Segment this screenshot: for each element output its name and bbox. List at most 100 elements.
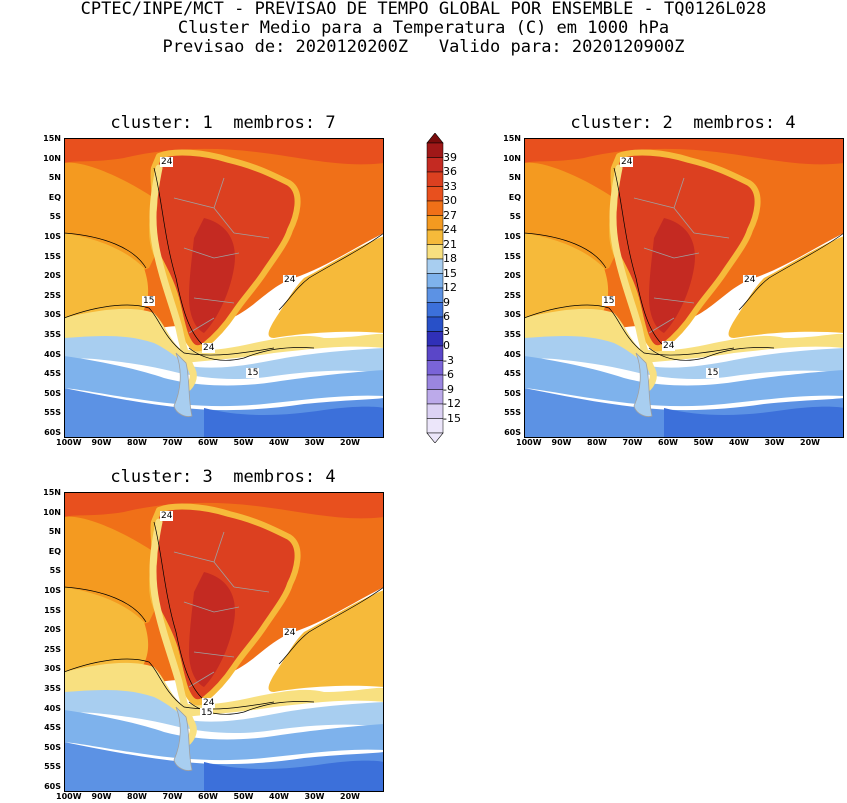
colorbar-top-arrow — [426, 133, 444, 144]
contour-label: 15 — [246, 368, 260, 378]
lat-tick-label: 40S — [504, 349, 521, 359]
lat-tick-label: 5N — [48, 527, 61, 537]
colorbar-level-label: 3 — [443, 324, 450, 338]
lat-tick-label: 45S — [504, 369, 521, 379]
lon-tick-label: 60W — [198, 792, 218, 801]
panel-2-title: cluster: 2 membros: 4 — [570, 113, 796, 133]
contour-line — [524, 304, 735, 356]
header-line-3: Previsao de: 2020120200Z Valido para: 20… — [162, 37, 685, 57]
lat-tick-label: 40S — [44, 349, 61, 359]
colorbar-level-label: 6 — [443, 310, 450, 323]
lon-tick-label: 50W — [233, 792, 254, 801]
colorbar-swatch — [426, 229, 444, 245]
lat-tick-label: 20S — [44, 271, 61, 281]
andes-strip — [149, 518, 197, 748]
lon-tick-label: 20W — [800, 438, 820, 447]
colorbar-level-label: 15 — [443, 266, 457, 280]
colorbar-swatch — [426, 186, 444, 202]
map-panel-cluster-1: 24 24 15 24 15 15N 10N 5N EQ 5S 10S 15S 20S 25S 30S 35S… — [43, 135, 384, 447]
contour-label: 24 — [202, 698, 216, 708]
lon-tick-label: 80W — [127, 438, 147, 447]
colorbar-swatch — [426, 200, 444, 216]
lon-tick-label: 30W — [304, 792, 325, 801]
lon-tick-label: 40W — [729, 438, 749, 447]
country-border — [643, 247, 700, 259]
lon-tick-label: 30W — [304, 438, 325, 447]
contour-line — [153, 167, 205, 347]
colorbar-bottom-arrow — [426, 432, 444, 443]
lon-tick-label: 40W — [269, 792, 289, 801]
colorbar-swatch — [426, 389, 444, 405]
lon-tick-label: 60W — [658, 438, 678, 447]
lat-tick-label: 30S — [44, 664, 61, 674]
colorbar-swatch — [426, 403, 444, 419]
contour-label: 24 — [743, 275, 757, 285]
lat-tick-label: 5S — [49, 212, 61, 222]
colorbar-swatch — [426, 244, 444, 260]
patagonia — [633, 352, 653, 417]
lat-tick-label: 5N — [48, 173, 61, 183]
contour-line — [738, 232, 844, 311]
contour-line — [64, 586, 147, 623]
temperature-band — [524, 356, 844, 407]
lat-tick-label: 50S — [44, 742, 61, 752]
map-panel-cluster-3: 24 24 24 15 15N 10N 5N EQ 5S 10S 15S 20S 25S 30S 35S 40… — [43, 489, 384, 801]
lon-tick-label: 90W — [91, 792, 112, 801]
lat-tick-label: 30S — [504, 310, 521, 320]
lat-tick-label: 60S — [44, 428, 61, 437]
temperature-map-2 — [524, 138, 844, 438]
panel-1-title: cluster: 1 membros: 7 — [110, 113, 336, 133]
colorbar-swatch — [426, 157, 444, 173]
contour-label: 15 — [602, 296, 616, 306]
contour-line — [188, 347, 315, 361]
lat-tick-label: 35S — [44, 684, 61, 693]
hot-core — [649, 218, 695, 333]
lon-tick-label: 20W — [340, 792, 360, 801]
country-border — [193, 297, 235, 304]
colorbar-level-label: 27 — [443, 208, 457, 222]
contour-label: 15 — [142, 296, 156, 306]
temperature-band — [64, 492, 384, 519]
colorbar-level-label: -12 — [443, 397, 461, 410]
temperature-band — [524, 335, 844, 380]
lat-tick-label: 25S — [44, 644, 61, 654]
contour-line — [648, 347, 775, 361]
country-border — [233, 232, 270, 239]
contour-label: 24 — [283, 628, 297, 638]
colorbar-swatch — [426, 258, 444, 274]
lat-tick-label: 15N — [43, 134, 61, 143]
lon-tick-label: 50W — [693, 438, 714, 447]
lon-tick-label: 70W — [162, 438, 183, 447]
temperature-band — [64, 335, 384, 380]
colorbar-swatch — [426, 142, 444, 158]
lat-tick-label: 10S — [44, 586, 61, 595]
header-line-1: CPTEC/INPE/MCT - PREVISAO DE TEMPO GLOBA… — [80, 0, 767, 19]
lat-tick-label: EQ — [48, 546, 61, 556]
colorbar-swatch — [426, 273, 444, 289]
lon-tick-label: 40W — [269, 438, 289, 447]
colorbar-level-label: -9 — [443, 382, 454, 396]
colorbar-level-label: 9 — [443, 295, 450, 309]
colorbar-level-label: 30 — [443, 194, 457, 207]
temperature-band — [64, 689, 384, 734]
lat-tick-label: 55S — [44, 408, 61, 418]
lat-tick-label: 15S — [504, 251, 521, 261]
contour-line — [153, 521, 205, 701]
lon-tick-label: 80W — [127, 792, 147, 801]
temperature-band — [204, 406, 384, 438]
contour-line — [64, 658, 275, 710]
panel-3-title: cluster: 3 membros: 4 — [110, 467, 336, 487]
lat-tick-label: EQ — [48, 192, 61, 202]
contour-label: 24 — [283, 275, 297, 285]
lon-tick-label: 50W — [233, 438, 254, 447]
lon-tick-label: 90W — [551, 438, 572, 447]
country-border — [213, 177, 225, 209]
andes-strip — [609, 164, 657, 394]
country-border — [233, 586, 270, 593]
hot-core — [189, 218, 235, 333]
lat-tick-label: 50S — [504, 388, 521, 398]
contour-line — [278, 232, 384, 311]
lat-tick-label: 40S — [44, 703, 61, 713]
country-border — [648, 317, 675, 334]
colorbar-swatch — [426, 345, 444, 361]
